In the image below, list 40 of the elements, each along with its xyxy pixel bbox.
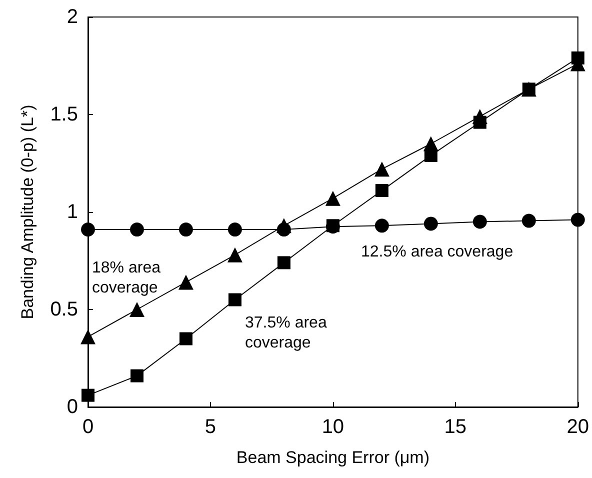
point	[81, 222, 95, 237]
x-tick-label: 10	[322, 416, 344, 438]
annotation: 12.5% area coverage	[361, 244, 514, 260]
point	[522, 214, 536, 228]
y-tick-label: 2	[66, 6, 78, 28]
x-tick-label: 15	[444, 416, 467, 438]
x-tick-label: 5	[204, 416, 216, 438]
point	[80, 329, 96, 344]
y-tick-label: 1	[66, 201, 78, 223]
point	[82, 388, 94, 402]
point	[473, 116, 486, 129]
point	[228, 293, 242, 306]
point	[130, 222, 144, 237]
annotation: 18% area coverage	[92, 260, 161, 296]
y-tick-label: 1.5	[50, 104, 78, 126]
point	[424, 148, 438, 162]
point	[472, 214, 487, 229]
point	[571, 51, 584, 64]
y-tick-label: 0	[66, 396, 78, 418]
x-tick-label: 20	[566, 416, 589, 438]
point	[178, 274, 194, 290]
point	[178, 222, 193, 237]
point	[130, 369, 144, 382]
annotation: 37.5% area coverage	[245, 314, 327, 352]
point	[129, 302, 144, 317]
point	[375, 184, 388, 198]
point	[325, 190, 340, 206]
point	[570, 212, 585, 227]
y-tick-label: 0.5	[50, 298, 78, 320]
point	[277, 256, 290, 270]
point	[227, 247, 242, 262]
point	[424, 216, 438, 231]
point	[179, 332, 192, 346]
x-tick-label: 0	[82, 416, 94, 438]
point	[228, 222, 242, 237]
y-axis-title: Banding Amplitude (0-p) (L*)	[18, 104, 37, 320]
point	[374, 218, 389, 233]
point	[276, 218, 292, 234]
x-axis-title: Beam Spacing Error (μm)	[236, 448, 430, 467]
point	[374, 162, 390, 177]
